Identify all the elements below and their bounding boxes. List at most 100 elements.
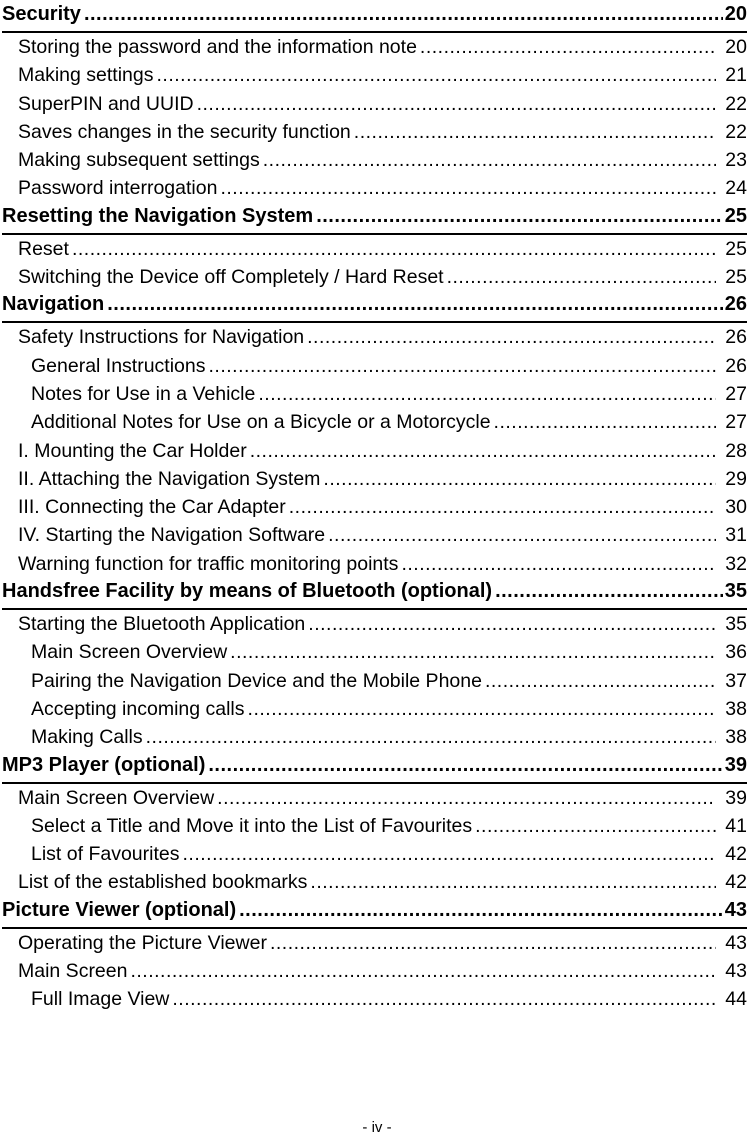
toc-entry-label: Switching the Device off Completely / Ha… bbox=[18, 266, 444, 289]
toc-entry-page: 22 bbox=[725, 120, 747, 143]
toc-entry-label: Safety Instructions for Navigation bbox=[18, 326, 305, 349]
toc-entry-page: 27 bbox=[725, 382, 747, 405]
toc-entry-label: Main Screen bbox=[18, 960, 128, 983]
toc-entry-page: 21 bbox=[725, 64, 747, 87]
toc-entry[interactable]: Notes for Use in a Vehicle 27 bbox=[2, 380, 747, 408]
toc-entry[interactable]: Making subsequent settings 23 bbox=[2, 146, 747, 174]
toc-entry[interactable]: List of Favourites 42 bbox=[2, 840, 747, 868]
toc-dot-leader bbox=[270, 929, 716, 957]
toc-entry[interactable]: Reset 25 bbox=[2, 235, 747, 263]
toc-entry-page: 39 bbox=[724, 753, 747, 776]
toc-entry-page: 26 bbox=[725, 326, 747, 349]
toc-entry-label: SuperPIN and UUID bbox=[18, 92, 194, 115]
toc-entry-page: 25 bbox=[725, 266, 747, 289]
toc-entry[interactable]: IV. Starting the Navigation Software 31 bbox=[2, 521, 747, 549]
toc-entry[interactable]: Security 20 bbox=[2, 1, 747, 33]
toc-entry[interactable]: Additional Notes for Use on a Bicycle or… bbox=[2, 408, 747, 436]
toc-entry-label: Additional Notes for Use on a Bicycle or… bbox=[31, 411, 491, 434]
toc-entry[interactable]: List of the established bookmarks 42 bbox=[2, 868, 747, 896]
toc-dot-leader bbox=[146, 723, 716, 751]
toc-entry-page: 25 bbox=[725, 237, 747, 260]
toc-entry-label: Main Screen Overview bbox=[31, 641, 228, 664]
toc-dot-leader bbox=[495, 578, 723, 605]
toc-entry-label: Notes for Use in a Vehicle bbox=[31, 382, 256, 405]
toc-entry-page: 37 bbox=[725, 669, 747, 692]
toc-dot-leader bbox=[156, 61, 716, 89]
toc-entry[interactable]: Storing the password and the information… bbox=[2, 33, 747, 61]
toc-entry[interactable]: Warning function for traffic monitoring … bbox=[2, 550, 747, 578]
toc-entry[interactable]: Pairing the Navigation Device and the Mo… bbox=[2, 667, 747, 695]
toc-entry[interactable]: II. Attaching the Navigation System 29 bbox=[2, 465, 747, 493]
toc-entry-page: 20 bbox=[725, 36, 747, 58]
toc-entry[interactable]: Full Image View 44 bbox=[2, 985, 747, 1013]
toc-dot-leader bbox=[107, 291, 723, 318]
toc-entry[interactable]: Main Screen 43 bbox=[2, 957, 747, 985]
toc-entry[interactable]: Picture Viewer (optional) 43 bbox=[2, 897, 747, 929]
toc-entry-page: 26 bbox=[725, 354, 747, 377]
toc-entry[interactable]: General Instructions 26 bbox=[2, 352, 747, 380]
toc-dot-leader bbox=[447, 263, 716, 291]
toc-dot-leader bbox=[220, 174, 716, 202]
toc-dot-leader bbox=[84, 1, 723, 28]
toc-entry-page: 35 bbox=[724, 580, 747, 603]
toc-entry-page: 23 bbox=[725, 149, 747, 172]
toc-entry[interactable]: Password interrogation 24 bbox=[2, 174, 747, 202]
toc-dot-leader bbox=[258, 380, 716, 408]
toc-dot-leader bbox=[263, 146, 716, 174]
toc-entry-page: 44 bbox=[725, 988, 747, 1011]
toc-entry-page: 31 bbox=[725, 524, 747, 547]
toc-entry-page: 36 bbox=[725, 641, 747, 664]
toc-dot-leader bbox=[130, 957, 716, 985]
toc-dot-leader bbox=[310, 868, 716, 896]
toc-entry[interactable]: Navigation 26 bbox=[2, 291, 747, 324]
toc-entry-label: Resetting the Navigation System bbox=[2, 204, 314, 227]
toc-entry[interactable]: Select a Title and Move it into the List… bbox=[2, 812, 747, 840]
toc-entry-label: Storing the password and the information… bbox=[18, 36, 417, 58]
toc-dot-leader bbox=[485, 667, 716, 695]
toc-entry-label: Select a Title and Move it into the List… bbox=[31, 814, 473, 837]
toc-entry-label: List of Favourites bbox=[31, 843, 180, 866]
toc-entry-page: 38 bbox=[725, 726, 747, 749]
toc-dot-leader bbox=[230, 638, 716, 666]
toc-entry[interactable]: Saves changes in the security function 2… bbox=[2, 118, 747, 146]
toc-entry-page: 32 bbox=[725, 552, 747, 575]
toc-entry[interactable]: Accepting incoming calls 38 bbox=[2, 695, 747, 723]
toc-entry[interactable]: Operating the Picture Viewer 43 bbox=[2, 929, 747, 957]
toc-entry[interactable]: Main Screen Overview 36 bbox=[2, 638, 747, 666]
toc-dot-leader bbox=[308, 610, 716, 638]
toc-entry-page: 42 bbox=[725, 871, 747, 894]
toc-entry[interactable]: III. Connecting the Car Adapter 30 bbox=[2, 493, 747, 521]
toc-entry-label: List of the established bookmarks bbox=[18, 871, 308, 894]
toc-entry[interactable]: Main Screen Overview 39 bbox=[2, 784, 747, 812]
toc-dot-leader bbox=[197, 90, 716, 118]
toc-dot-leader bbox=[316, 203, 723, 230]
toc-entry-page: 25 bbox=[724, 204, 747, 227]
toc-dot-leader bbox=[328, 521, 716, 549]
toc-entry[interactable]: MP3 Player (optional) 39 bbox=[2, 752, 747, 784]
toc-entry-page: 42 bbox=[725, 843, 747, 866]
toc-entry-page: 38 bbox=[725, 697, 747, 720]
toc-entry[interactable]: Resetting the Navigation System 25 bbox=[2, 203, 747, 235]
toc-entry[interactable]: Making Calls 38 bbox=[2, 723, 747, 751]
toc-dot-leader bbox=[323, 465, 716, 493]
toc-entry-page: 22 bbox=[725, 92, 747, 115]
toc-entry-label: Password interrogation bbox=[18, 177, 218, 200]
toc-entry-label: Starting the Bluetooth Application bbox=[18, 613, 306, 636]
toc-entry-label: Making subsequent settings bbox=[18, 149, 260, 172]
toc-entry[interactable]: I. Mounting the Car Holder 28 bbox=[2, 437, 747, 465]
toc-entry[interactable]: Switching the Device off Completely / Ha… bbox=[2, 263, 747, 291]
table-of-contents: Security 20 Storing the password and the… bbox=[0, 0, 754, 1014]
toc-entry-page: 39 bbox=[725, 786, 747, 809]
toc-entry[interactable]: Handsfree Facility by means of Bluetooth… bbox=[2, 578, 747, 611]
toc-entry[interactable]: Safety Instructions for Navigation 26 bbox=[2, 323, 747, 351]
toc-entry-page: 29 bbox=[725, 467, 747, 490]
toc-entry-label: MP3 Player (optional) bbox=[2, 753, 206, 776]
toc-entry[interactable]: Making settings 21 bbox=[2, 61, 747, 89]
toc-entry[interactable]: Starting the Bluetooth Application 35 bbox=[2, 610, 747, 638]
toc-entry-page: 35 bbox=[725, 613, 747, 636]
toc-entry[interactable]: SuperPIN and UUID 22 bbox=[2, 90, 747, 118]
toc-dot-leader bbox=[494, 408, 716, 436]
toc-entry-page: 20 bbox=[724, 3, 747, 25]
toc-entry-page: 30 bbox=[725, 496, 747, 519]
